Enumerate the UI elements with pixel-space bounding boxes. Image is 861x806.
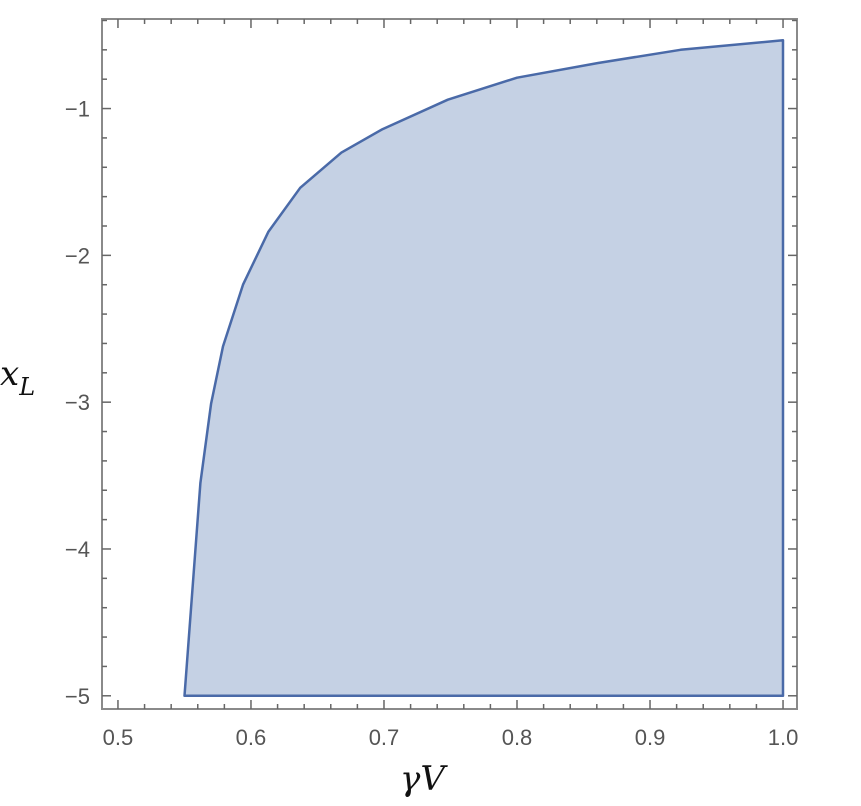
y-axis-label: xL: [0, 354, 35, 401]
feasible-region: [183, 39, 785, 698]
x-tick-label: 0.8: [502, 725, 533, 750]
y-tick-label: −2: [65, 243, 90, 268]
y-tick-label: −1: [65, 97, 90, 122]
y-tick-label: −5: [65, 684, 90, 709]
y-tick-label: −3: [65, 390, 90, 415]
x-tick-label: 1.0: [768, 725, 799, 750]
x-tick-label: 0.9: [635, 725, 666, 750]
x-tick-label: 0.5: [103, 725, 134, 750]
y-tick-label: −4: [65, 537, 90, 562]
x-tick-label: 0.7: [369, 725, 400, 750]
x-tick-label: 0.6: [236, 725, 267, 750]
x-axis-label: γV: [400, 759, 448, 799]
plot-frame: [101, 18, 798, 710]
